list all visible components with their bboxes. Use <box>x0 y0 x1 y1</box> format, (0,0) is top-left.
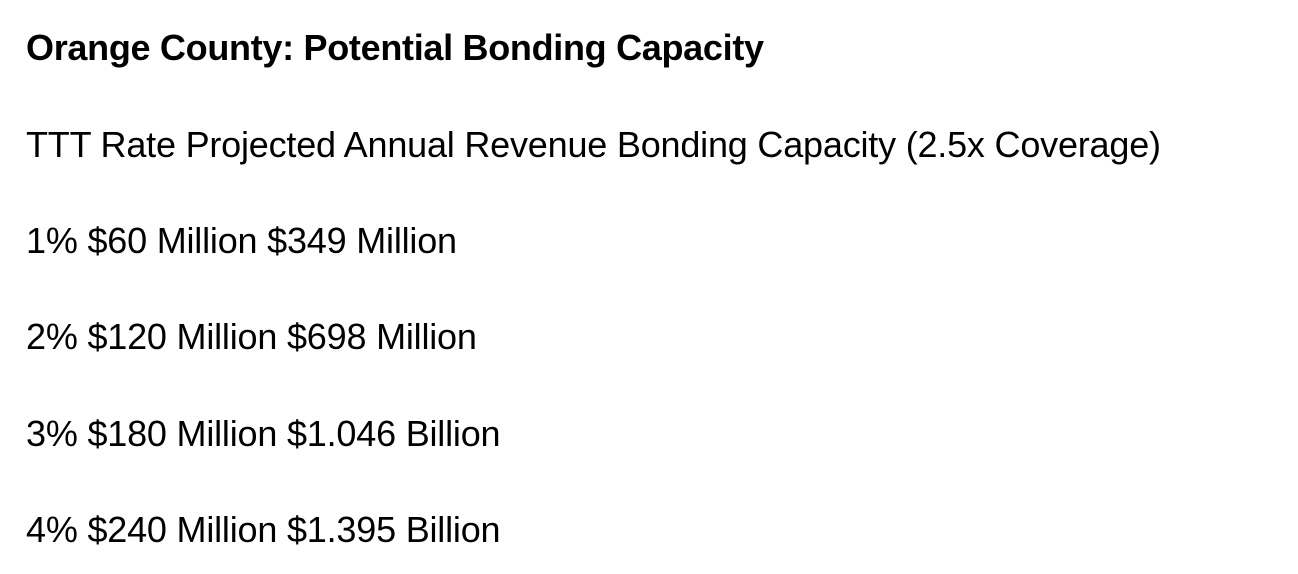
header-ttt-rate: TTT Rate <box>26 124 176 165</box>
cell-bonding-capacity: $1.046 Billion <box>286 413 501 454</box>
cell-projected-annual-revenue: $60 Million <box>87 220 258 261</box>
cell-ttt-rate: 2% <box>26 316 78 357</box>
cell-bonding-capacity: $698 Million <box>286 316 477 357</box>
header-projected-annual-revenue: Projected Annual Revenue <box>185 124 608 165</box>
table-row: 2% $120 Million $698 Million <box>26 313 477 361</box>
cell-bonding-capacity: $1.395 Billion <box>286 509 501 550</box>
cell-ttt-rate: 1% <box>26 220 78 261</box>
cell-ttt-rate: 4% <box>26 509 78 550</box>
cell-ttt-rate: 3% <box>26 413 78 454</box>
table-row: 1% $60 Million $349 Million <box>26 217 457 265</box>
table-row: 4% $240 Million $1.395 Billion <box>26 506 501 554</box>
document-title: Orange County: Potential Bonding Capacit… <box>26 27 764 68</box>
table-header-row: TTT Rate Projected Annual Revenue Bonding … <box>26 121 1161 169</box>
cell-projected-annual-revenue: $180 Million <box>87 413 278 454</box>
cell-bonding-capacity: $349 Million <box>267 220 457 261</box>
cell-projected-annual-revenue: $240 Million <box>87 509 278 550</box>
cell-projected-annual-revenue: $120 Million <box>87 316 278 357</box>
header-bonding-capacity: Bonding Capacity (2.5x Coverage) <box>616 124 1161 165</box>
table-row: 3% $180 Million $1.046 Billion <box>26 410 501 458</box>
